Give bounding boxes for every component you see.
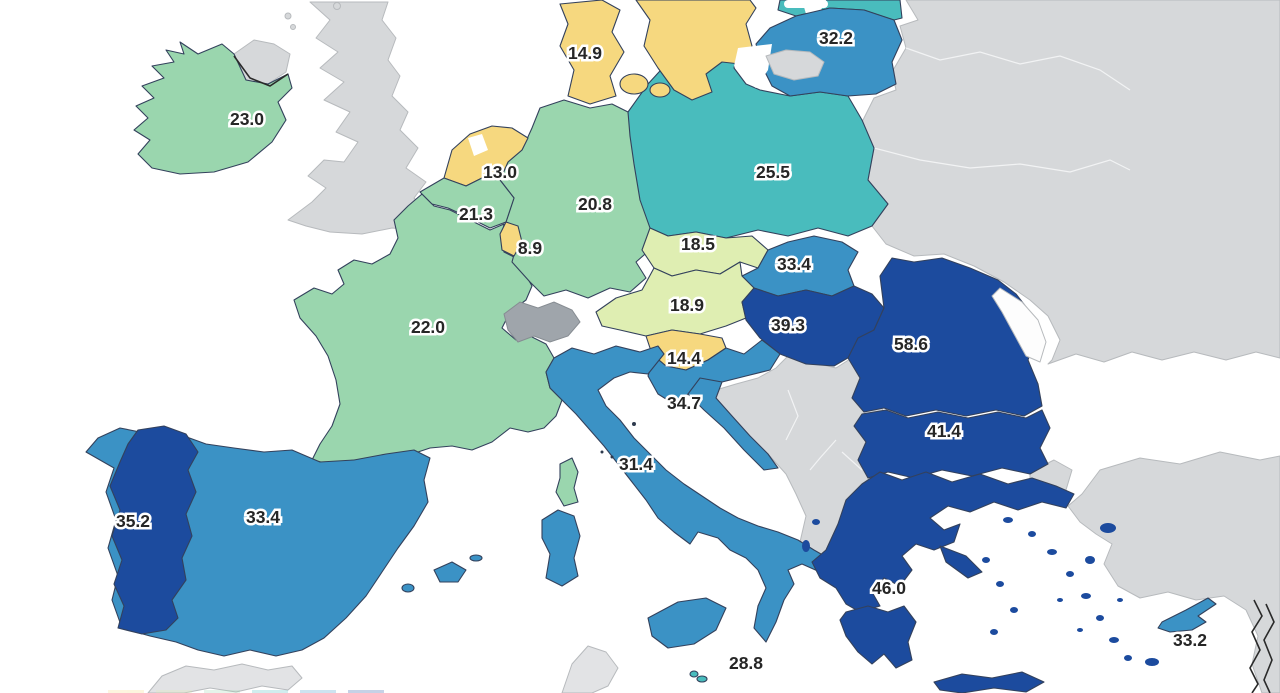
country-value-labels: 23.0 14.9 32.2 13.0 21.3 8.9 20.8 25.5 18.5 33.4 1… — [113, 26, 1209, 676]
value-label-romania: 58.6 — [894, 334, 928, 354]
france-corsica[interactable] — [555, 457, 579, 507]
greece-euboea[interactable] — [939, 545, 983, 579]
value-label-denmark: 14.9 — [568, 43, 602, 63]
value-label-cyprus: 33.2 — [1173, 630, 1207, 650]
morocco-shape — [147, 663, 303, 693]
ireland-uk-border-line — [233, 55, 289, 87]
spain-balearic-mallorca[interactable] — [433, 561, 467, 583]
value-label-belgium: 21.3 — [459, 204, 493, 224]
value-label-spain: 33.4 — [246, 507, 280, 527]
greece-aegean-islands — [802, 517, 1159, 666]
value-label-luxembourg: 8.9 — [518, 238, 543, 258]
country-malta[interactable] — [689, 670, 699, 678]
small-island-dots — [600, 422, 636, 459]
spain-balearic-menorca[interactable] — [469, 554, 483, 562]
value-label-france: 22.0 — [411, 317, 445, 337]
country-luxembourg[interactable] — [499, 221, 523, 257]
east-europe-landmass — [861, 0, 1280, 365]
country-belgium[interactable] — [419, 175, 515, 229]
italy-sardinia[interactable] — [541, 509, 581, 587]
value-label-croatia: 34.7 — [667, 393, 701, 413]
denmark-zealand-island[interactable] — [619, 73, 649, 95]
malta-gozo-island[interactable] — [696, 675, 708, 683]
lebanon-border-line — [1263, 603, 1275, 693]
ijsselmeer — [468, 134, 488, 156]
italy-sicily[interactable] — [647, 597, 727, 649]
country-cyprus[interactable] — [1157, 597, 1217, 633]
value-label-poland: 25.5 — [756, 162, 790, 182]
greece-peloponnese[interactable] — [839, 605, 917, 669]
value-label-malta: 28.8 — [729, 653, 763, 673]
denmark-funen-island[interactable] — [649, 82, 671, 98]
country-greece[interactable] — [811, 471, 1075, 613]
moldova-shape — [991, 287, 1047, 363]
gdansk-bay — [734, 44, 772, 88]
cut-off-legend-strip — [108, 690, 384, 693]
country-bulgaria[interactable] — [853, 409, 1051, 479]
value-label-hungary: 39.3 — [771, 315, 805, 335]
kaliningrad-shape-top — [765, 49, 825, 81]
switzerland-shape — [503, 301, 581, 343]
value-label-bulgaria: 41.4 — [927, 421, 961, 441]
orkney-island — [333, 2, 341, 10]
country-croatia[interactable] — [647, 339, 781, 471]
value-label-ireland: 23.0 — [230, 109, 264, 129]
value-label-lithuania: 32.2 — [819, 28, 853, 48]
hebrides-island — [290, 24, 296, 30]
value-label-czechia: 18.5 — [681, 234, 715, 254]
country-ireland[interactable] — [133, 41, 293, 175]
value-label-germany: 20.8 — [578, 194, 612, 214]
value-label-portugal: 35.2 — [116, 511, 150, 531]
clipped-label-halo — [784, 0, 828, 8]
country-denmark[interactable] — [559, 0, 625, 105]
hebrides-island — [284, 12, 292, 20]
value-label-greece: 46.0 — [872, 578, 906, 598]
greece-crete[interactable] — [933, 671, 1045, 693]
value-label-netherlands: 13.0 — [483, 162, 517, 182]
value-label-slovenia: 14.4 — [667, 348, 701, 368]
tunisia-shape — [561, 645, 619, 693]
value-label-italy: 31.4 — [619, 454, 653, 474]
value-label-austria: 18.9 — [670, 295, 704, 315]
syria-border-line — [1249, 599, 1263, 693]
great-britain-shape — [287, 1, 431, 235]
spain-balearic-ibiza[interactable] — [401, 583, 415, 593]
value-label-slovakia: 33.4 — [777, 254, 811, 274]
country-portugal[interactable] — [109, 425, 199, 635]
country-sweden[interactable] — [635, 0, 757, 101]
